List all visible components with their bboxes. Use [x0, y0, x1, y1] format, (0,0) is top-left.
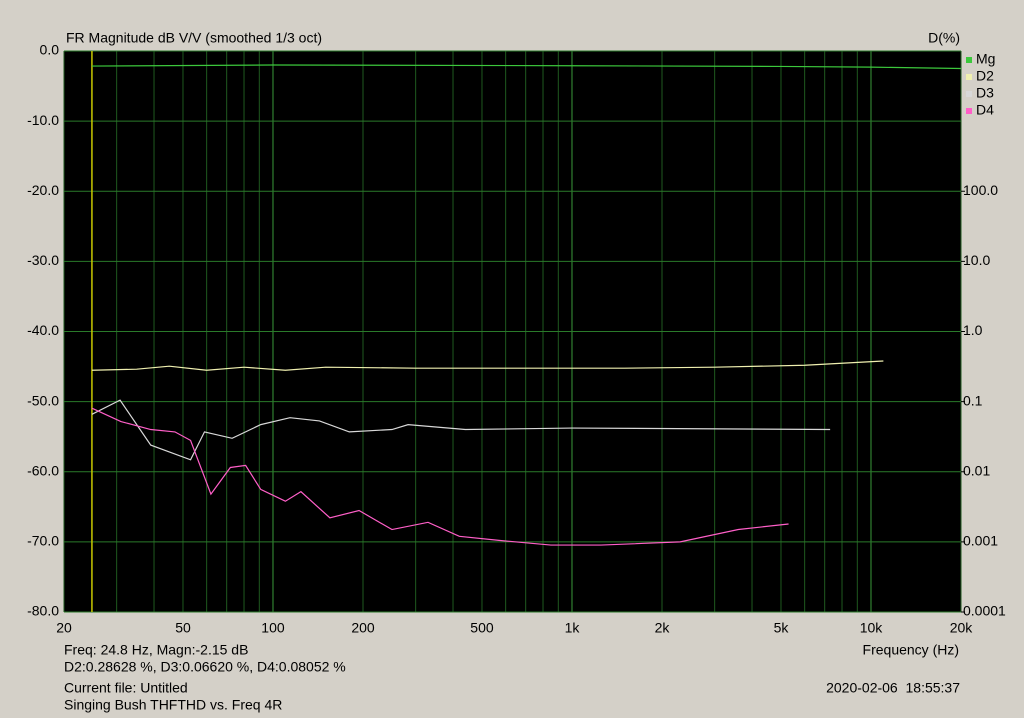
series-line: [91, 407, 789, 546]
x-tick-label: 2k: [655, 620, 671, 636]
y2-tick-label: 1.0: [963, 322, 983, 338]
x-tick-label: 5k: [774, 620, 790, 636]
y-tick-label: -50.0: [27, 392, 59, 408]
y2-tick-label: 100.0: [963, 182, 998, 198]
legend-swatch: [966, 108, 972, 114]
y2-tick-label: 0.01: [963, 462, 990, 478]
x-tick-label: 20k: [950, 620, 974, 636]
y2-axis-label: D(%): [928, 30, 960, 46]
x-tick-label: 10k: [860, 620, 884, 636]
y-tick-label: -80.0: [27, 603, 59, 619]
series-line: [91, 399, 831, 461]
y-tick-label: -60.0: [27, 462, 59, 478]
x-tick-label: 20: [56, 620, 72, 636]
y-tick-label: -10.0: [27, 112, 59, 128]
x-axis-label: Frequency (Hz): [863, 642, 959, 658]
legend-swatch: [966, 91, 972, 97]
y2-tick-label: 0.001: [963, 533, 998, 549]
y-tick-label: -30.0: [27, 252, 59, 268]
cursor-readout: D2:0.28628 %, D3:0.06620 %, D4:0.08052 %: [64, 659, 346, 675]
y-tick-label: -20.0: [27, 182, 59, 198]
x-tick-label: 100: [261, 620, 285, 636]
y-tick-label: -40.0: [27, 322, 59, 338]
series-line: [91, 64, 962, 70]
legend-swatch: [966, 74, 972, 80]
description: Singing Bush THFTHD vs. Freq 4R: [64, 697, 282, 713]
legend-label: Mg: [976, 51, 995, 67]
cursor-readout: Freq: 24.8 Hz, Magn:-2.15 dB: [64, 642, 248, 658]
legend-label: D4: [976, 102, 994, 118]
y-tick-label: 0.0: [40, 42, 60, 58]
x-tick-label: 200: [351, 620, 375, 636]
x-tick-label: 50: [175, 620, 191, 636]
chart-title: FR Magnitude dB V/V (smoothed 1/3 oct): [66, 30, 322, 46]
y-tick-label: -70.0: [27, 533, 59, 549]
legend-label: D2: [976, 68, 994, 84]
y2-tick-label: 0.1: [963, 392, 983, 408]
x-tick-label: 1k: [565, 620, 581, 636]
y2-tick-label: 10.0: [963, 252, 990, 268]
series-line: [91, 360, 884, 371]
timestamp: 2020-02-06 18:55:37: [826, 680, 960, 696]
file-label: Current file: Untitled: [64, 680, 188, 696]
x-tick-label: 500: [470, 620, 494, 636]
legend-label: D3: [976, 85, 994, 101]
legend-swatch: [966, 57, 972, 63]
y2-tick-label: 0.0001: [963, 603, 1006, 619]
